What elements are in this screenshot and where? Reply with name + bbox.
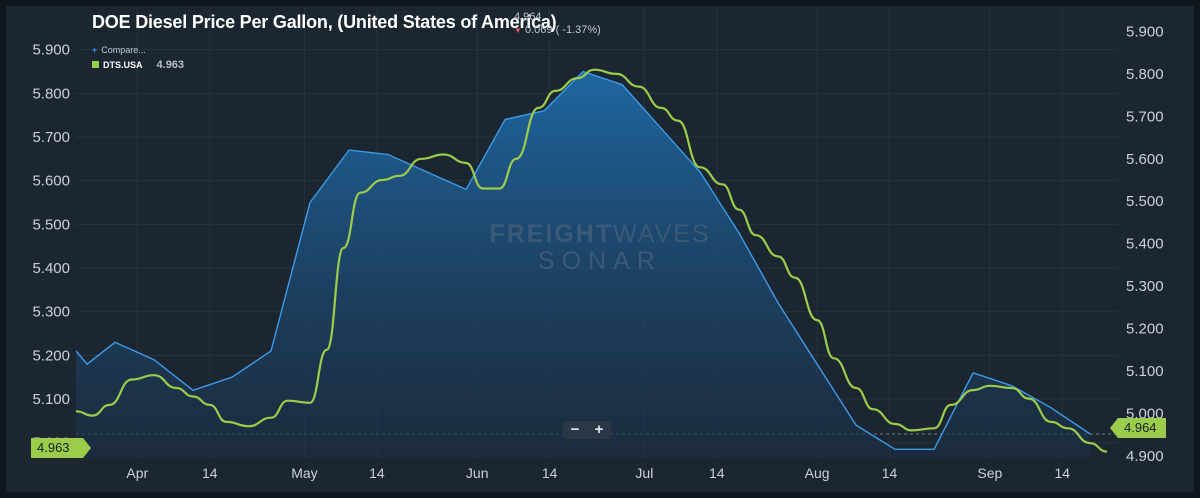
zoom-out-button[interactable]: − — [570, 421, 580, 438]
change-value: ▼ 0.069 ( -1.37%) — [514, 24, 601, 36]
left-axis-tick-label: 5.900 — [32, 42, 70, 59]
right-axis-tick-label: 5.100 — [1126, 363, 1164, 380]
x-axis-tick-label: 14 — [369, 465, 385, 481]
current-value: 4.964 — [514, 11, 542, 23]
current-price-label-right: 4.964 — [1110, 418, 1166, 438]
dts-series-line — [75, 68, 1108, 453]
x-axis-tick-label: 14 — [709, 465, 725, 481]
zoom-control: − + — [563, 421, 611, 439]
legend-series-value: 4.963 — [156, 58, 185, 71]
right-axis-tick-label: 5.500 — [1126, 193, 1164, 210]
area-series-line — [75, 70, 1091, 450]
x-axis-tick-label: Jun — [466, 465, 489, 481]
right-axis: 4.9005.0005.1005.2005.3005.4005.5005.600… — [1126, 23, 1164, 464]
left-axis-tick-label: 5.300 — [32, 304, 70, 321]
right-axis-tick-label: 5.200 — [1126, 321, 1164, 338]
left-axis-tick-label: 5.400 — [32, 260, 70, 277]
area-fill — [76, 71, 1091, 458]
right-axis-tick-label: 5.900 — [1126, 23, 1164, 40]
legend-series-label: DTS.USA — [103, 59, 143, 70]
x-axis-tick-label: Jul — [635, 465, 653, 481]
green-series-layer — [75, 68, 1108, 453]
chart-title-block: DOE Diesel Price Per Gallon, (United Sta… — [92, 12, 557, 33]
plus-icon: + — [92, 44, 98, 55]
chart-title: DOE Diesel Price Per Gallon, (United Sta… — [92, 12, 557, 32]
change-text: 0.069 ( -1.37%) — [524, 24, 601, 36]
right-axis-tick-label: 5.700 — [1126, 108, 1164, 125]
x-axis: Apr 14 May 14 Jun 14 Jul 14 Aug 14 Sep 14 — [126, 465, 1070, 481]
left-axis-tick-label: 5.600 — [32, 173, 70, 190]
area-series-layer — [75, 70, 1091, 458]
legend: + Compare... DTS.USA 4.963 — [92, 42, 184, 72]
x-axis-tick-label: 14 — [1054, 465, 1070, 481]
current-price-label-left: 4.963 — [31, 438, 91, 458]
x-axis-tick-label: Apr — [126, 465, 148, 481]
right-axis-tick-label: 5.600 — [1126, 151, 1164, 168]
right-axis-tick-label: 5.300 — [1126, 278, 1164, 295]
left-axis-tick-label: 5.500 — [32, 216, 70, 233]
left-axis-tick-label: 5.200 — [32, 347, 70, 364]
zoom-in-button[interactable]: + — [594, 421, 604, 438]
x-axis-tick-label: Sep — [977, 465, 1002, 481]
left-axis-tick-label: 5.800 — [32, 85, 70, 102]
left-axis-tick-label: 5.100 — [32, 391, 70, 408]
series-swatch-icon — [92, 61, 99, 68]
right-axis-tick-label: 5.800 — [1126, 66, 1164, 83]
down-arrow-icon: ▼ — [514, 26, 522, 35]
x-axis-tick-label: 14 — [202, 465, 218, 481]
x-axis-tick-label: 14 — [542, 465, 558, 481]
right-axis-tick-label: 5.400 — [1126, 236, 1164, 253]
legend-item-dts-usa[interactable]: DTS.USA 4.963 — [92, 57, 184, 72]
x-axis-tick-label: Aug — [805, 465, 830, 481]
left-axis-tick-label: 5.700 — [32, 129, 70, 146]
compare-button[interactable]: + Compare... — [92, 42, 184, 57]
x-axis-tick-label: 14 — [882, 465, 898, 481]
right-axis-tick-label: 4.900 — [1126, 448, 1164, 465]
left-axis: 5.0005.1005.2005.3005.4005.5005.6005.700… — [32, 42, 70, 452]
compare-label: Compare... — [101, 44, 146, 55]
x-axis-tick-label: May — [291, 465, 317, 481]
